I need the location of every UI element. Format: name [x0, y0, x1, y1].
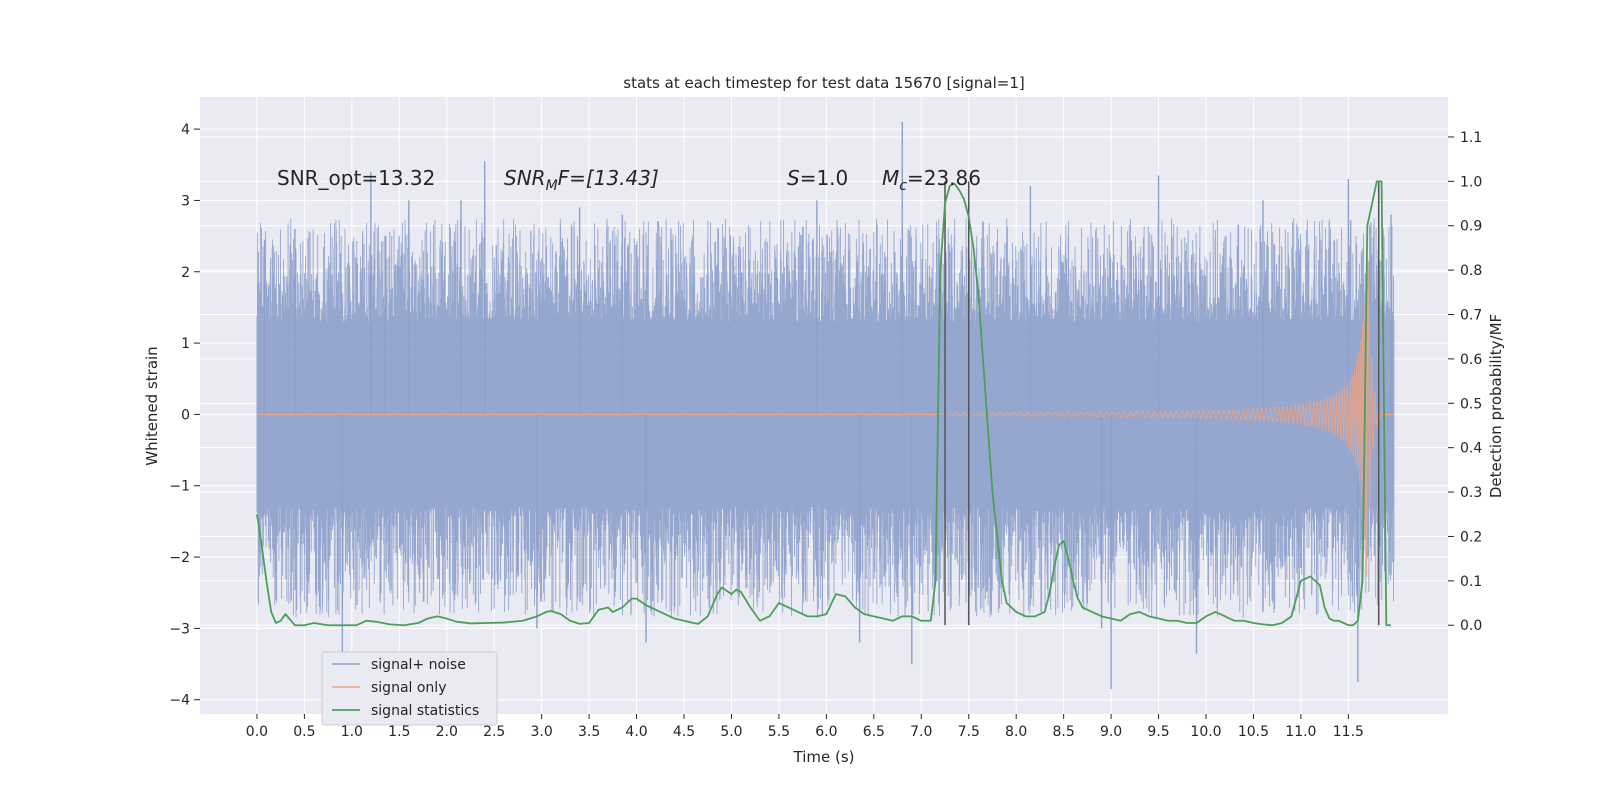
- y-right-tick-label: 1.1: [1460, 130, 1482, 146]
- y-right-tick-label: 0.3: [1460, 485, 1482, 501]
- y-right-tick-label: 0.9: [1460, 219, 1482, 235]
- y-left-tick-label: 1: [181, 336, 190, 352]
- y-right-tick-label: 0.2: [1460, 529, 1482, 545]
- signal-only-chirp: [939, 261, 1382, 577]
- x-tick-label: 4.0: [625, 724, 647, 740]
- x-tick-label: 7.0: [910, 724, 932, 740]
- x-tick-label: 10.0: [1190, 724, 1221, 740]
- x-tick-label: 4.5: [673, 724, 695, 740]
- x-tick-label: 0.5: [293, 724, 315, 740]
- legend-label-signal-statistics: signal statistics: [371, 703, 479, 719]
- annotation-snr-mf-sub: M: [546, 178, 558, 194]
- y-right-tick-label: 0.4: [1460, 441, 1482, 457]
- y-right-tick-label: 0.0: [1460, 618, 1482, 634]
- x-tick-label: 10.5: [1238, 724, 1269, 740]
- y-left-tick-label: −1: [169, 479, 190, 495]
- y-right-tick-label: 1.0: [1460, 174, 1482, 190]
- y-left-tick-label: 2: [181, 265, 190, 281]
- y-right-tick-label: 0.8: [1460, 263, 1482, 279]
- x-tick-label: 8.5: [1053, 724, 1075, 740]
- legend-label-signal-noise: signal+ noise: [371, 657, 466, 673]
- y-left-tick-label: 3: [181, 193, 190, 209]
- x-tick-label: 3.0: [531, 724, 553, 740]
- signal-statistics-line: [256, 180, 1392, 627]
- y-right-axis-label: Detection probability/MF: [1487, 314, 1505, 498]
- y-left-axis-label: Whitened strain: [143, 346, 161, 465]
- x-axis-label: Time (s): [793, 748, 855, 766]
- legend-box: [321, 651, 498, 726]
- chart-title: stats at each timestep for test data 156…: [623, 74, 1024, 92]
- y-right-axis-ticks: 0.0 0.1 0.2 0.3 0.4 0.5 0.6 0.7 0.8 0.9 1.0 1.1: [1448, 130, 1482, 634]
- y-left-axis-ticks: −4 −3 −2 −1 0 1 2 3 4: [169, 122, 200, 709]
- y-left-tick-label: 0: [181, 407, 190, 423]
- y-right-tick-label: 0.1: [1460, 574, 1482, 590]
- x-tick-label: 7.5: [958, 724, 980, 740]
- signal-noise-series: [256, 121, 1395, 690]
- x-tick-label: 0.0: [246, 724, 268, 740]
- x-tick-label: 5.0: [720, 724, 742, 740]
- annotation-s-main: S: [787, 166, 800, 190]
- y-right-tick-label: 0.7: [1460, 308, 1482, 324]
- annotation-s-rest: =1.0: [800, 166, 849, 190]
- x-tick-label: 1.5: [388, 724, 410, 740]
- x-tick-label: 3.5: [578, 724, 600, 740]
- annotation-s: S=1.0: [787, 166, 848, 190]
- annotation-snr-mf-rest: F=[13.43]: [558, 166, 659, 190]
- x-tick-label: 11.5: [1333, 724, 1364, 740]
- x-tick-label: 1.0: [341, 724, 363, 740]
- x-tick-label: 2.5: [483, 724, 505, 740]
- x-tick-label: 11.0: [1285, 724, 1316, 740]
- x-axis-ticks: 0.0 0.5 1.0 1.5 2.0 2.5 3.0 3.5 4.0 4.5 5.0 5.5 6.0 6…: [246, 714, 1364, 740]
- y-left-tick-label: −3: [169, 621, 190, 637]
- x-tick-label: 6.5: [863, 724, 885, 740]
- legend: signal+ noise signal only signal statist…: [321, 651, 498, 726]
- annotation-snr-opt: SNR_opt=13.32: [277, 166, 435, 190]
- y-right-tick-label: 0.5: [1460, 396, 1482, 412]
- annotation-mc-main: M: [882, 166, 899, 190]
- annotation-mc: Mc=23.86: [882, 166, 981, 194]
- annotation-mc-sub: c: [899, 178, 907, 194]
- x-tick-label: 2.0: [436, 724, 458, 740]
- signal-statistics-series: [256, 180, 1392, 627]
- annotation-snr-mf: SNRMF=[13.43]: [504, 166, 659, 194]
- x-tick-label: 9.5: [1147, 724, 1169, 740]
- x-tick-label: 8.0: [1005, 724, 1027, 740]
- x-tick-label: 6.0: [815, 724, 837, 740]
- legend-label-signal-only: signal only: [371, 680, 446, 696]
- y-right-tick-label: 0.6: [1460, 352, 1482, 368]
- x-tick-label: 5.5: [768, 724, 790, 740]
- annotation-mc-rest: =23.86: [907, 166, 981, 190]
- y-left-tick-label: −4: [169, 693, 190, 709]
- annotation-snr-mf-main: SNR: [504, 166, 546, 190]
- x-tick-label: 9.0: [1100, 724, 1122, 740]
- y-left-tick-label: −2: [169, 550, 190, 566]
- marker-lines: [944, 181, 1380, 626]
- y-left-tick-label: 4: [181, 122, 190, 138]
